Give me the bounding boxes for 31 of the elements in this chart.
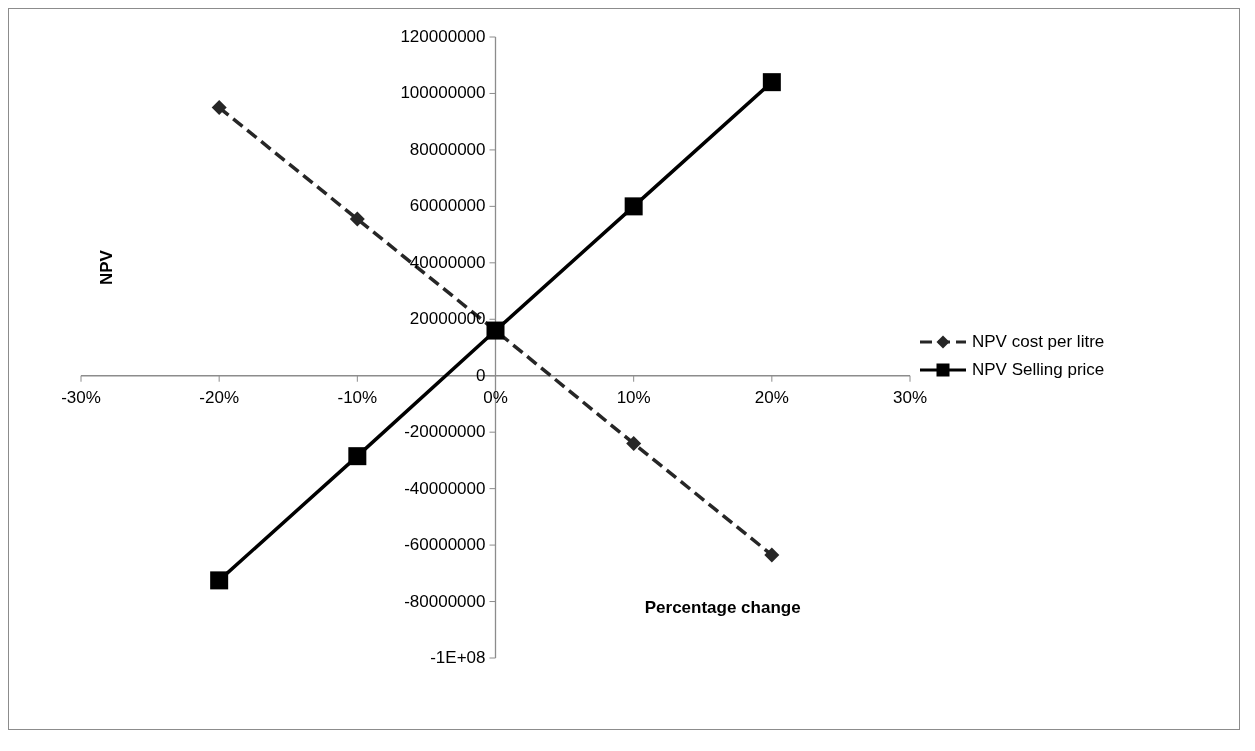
y-tick-label: 80000000 [409, 139, 486, 160]
x-tick-label: 0% [483, 387, 508, 407]
point [211, 100, 227, 116]
point [762, 73, 781, 92]
y-tick-label: -20000000 [404, 422, 486, 443]
point [210, 571, 229, 590]
y-tick-label: -60000000 [404, 535, 486, 556]
y-tick-label: -80000000 [404, 591, 486, 612]
legend-label: NPV Selling price [972, 359, 1105, 380]
x-tick-label: -20% [199, 387, 240, 407]
x-tick-label: -10% [337, 387, 378, 407]
y-axis-title: NPV [97, 250, 117, 286]
x-axis-title: Percentage change [644, 598, 801, 618]
x-tick-label: 30% [892, 387, 928, 407]
y-tick-label: 60000000 [409, 196, 486, 217]
y-tick-label: 20000000 [409, 309, 486, 330]
x-tick-label: -30% [61, 387, 101, 407]
point [626, 435, 642, 451]
y-tick-label: -1E+08 [430, 648, 486, 668]
legend-label: NPV cost per litre [972, 331, 1105, 352]
point [349, 211, 365, 227]
x-tick-label: 20% [754, 387, 789, 407]
y-tick-label: 120000000 [400, 27, 486, 47]
y-tick-label: 40000000 [409, 252, 486, 273]
point [624, 197, 643, 216]
y-tick-label: 0 [476, 365, 486, 386]
y-tick-label: 100000000 [400, 83, 486, 104]
point [764, 547, 780, 563]
x-tick-label: 10% [616, 387, 651, 407]
point [348, 447, 367, 466]
y-tick-label: -40000000 [404, 478, 486, 499]
